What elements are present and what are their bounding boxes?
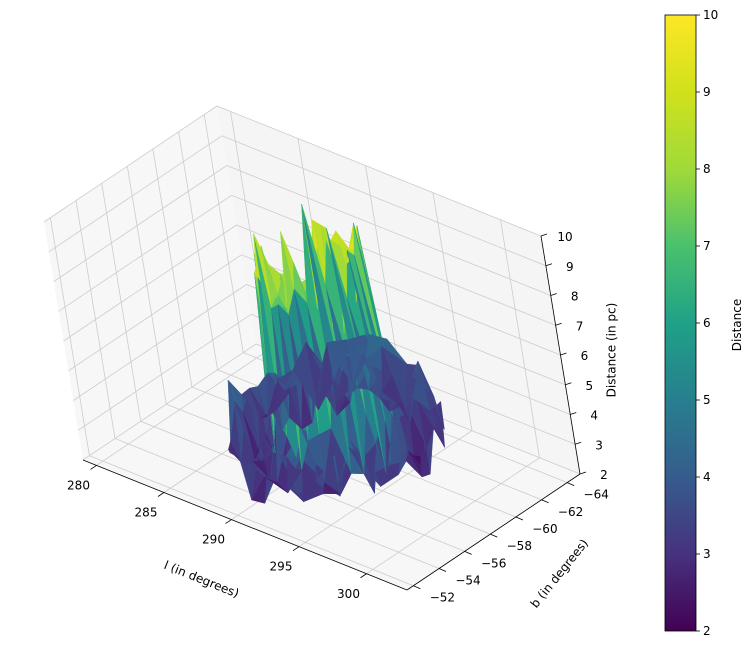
colorbar-tick-label: 3 — [703, 547, 711, 561]
colorbar-tick-label: 7 — [703, 239, 711, 253]
y-tick — [567, 482, 575, 486]
colorbar-tick-label: 4 — [703, 470, 711, 484]
z-gridline — [63, 224, 561, 356]
y-tick-label: −62 — [558, 505, 583, 519]
z-tick — [574, 441, 582, 445]
x-tick — [292, 546, 300, 551]
z-tick — [545, 263, 553, 267]
x-tick — [90, 465, 97, 470]
z-tick-label: 7 — [576, 319, 584, 333]
colorbar-tick-label: 8 — [703, 162, 711, 176]
colorbar: 2 3 4 5 6 7 8 9 10 Distance — [664, 8, 744, 638]
x-axis-label: l (in degrees) — [162, 558, 241, 601]
z-tick — [555, 322, 562, 326]
z-tick — [579, 471, 587, 475]
x-tick — [360, 573, 367, 579]
y-axis-line — [406, 473, 581, 591]
x-tick-label: 295 — [270, 560, 293, 574]
colorbar-ticks: 2 3 4 5 6 7 8 9 10 — [696, 8, 718, 638]
z-tick — [550, 293, 557, 296]
x-tick-label: 280 — [67, 478, 90, 492]
colorbar-tick-label: 9 — [703, 85, 711, 99]
z-tick-label: 3 — [595, 438, 603, 452]
tick-marks — [90, 233, 587, 590]
x-axis-line — [82, 459, 408, 591]
colorbar-tick-label: 5 — [703, 393, 711, 407]
axes-3d: 280 285 290 295 300 −64−62−60−58−56−54−52 2 3 4 5… — [43, 105, 619, 611]
z-tick-label: 10 — [557, 230, 572, 244]
tick-labels: 280 285 290 295 300 −64−62−60−58−56−54−52 2 3 4 5… — [67, 230, 609, 605]
y-tick — [413, 585, 421, 590]
x-tick — [157, 492, 165, 497]
colorbar-tick-label: 10 — [703, 8, 718, 22]
y-tick — [490, 533, 498, 538]
surface-facet — [417, 361, 445, 430]
z-tick-label: 5 — [586, 379, 594, 393]
surface-plot — [227, 204, 445, 504]
z-tick-label: 8 — [571, 290, 579, 304]
colorbar-label: Distance — [730, 299, 744, 351]
y-axis-label: b (in degrees) — [528, 536, 591, 610]
y-tick-label: −56 — [481, 556, 506, 570]
y-tick-label: −58 — [507, 539, 532, 553]
y-tick-label: −60 — [532, 522, 557, 536]
y-tick — [464, 550, 472, 555]
z-tick-label: 6 — [581, 349, 589, 363]
y-tick — [541, 499, 549, 504]
y-tick-label: −64 — [584, 488, 609, 502]
z-gridline — [82, 343, 581, 475]
z-tick-label: 9 — [566, 260, 574, 274]
x-tick-label: 300 — [337, 587, 360, 601]
z-gridline — [73, 284, 571, 415]
y-tick — [438, 568, 447, 572]
z-gridline — [68, 254, 566, 386]
x-tick-label: 290 — [202, 533, 225, 547]
y-tick — [515, 516, 524, 521]
colorbar-gradient — [664, 14, 697, 632]
z-axis-label: Distance (in pc) — [605, 303, 619, 398]
z-tick — [540, 233, 548, 237]
y-tick-label: −52 — [430, 591, 455, 605]
z-tick — [570, 412, 577, 415]
z-tick — [560, 352, 567, 356]
x-tick — [225, 519, 232, 524]
z-gridline — [53, 165, 551, 296]
z-gridline — [43, 105, 542, 237]
x-tick-label: 285 — [135, 506, 158, 520]
z-tick — [565, 382, 572, 386]
z-gridline — [48, 135, 547, 267]
z-gridline — [58, 194, 556, 326]
colorbar-tick-label: 2 — [703, 624, 711, 638]
z-tick-label: 2 — [600, 468, 608, 482]
y-tick-label: −54 — [455, 574, 480, 588]
z-gridline — [77, 313, 576, 445]
colorbar-tick-label: 6 — [703, 316, 711, 330]
z-tick-label: 4 — [590, 409, 598, 423]
